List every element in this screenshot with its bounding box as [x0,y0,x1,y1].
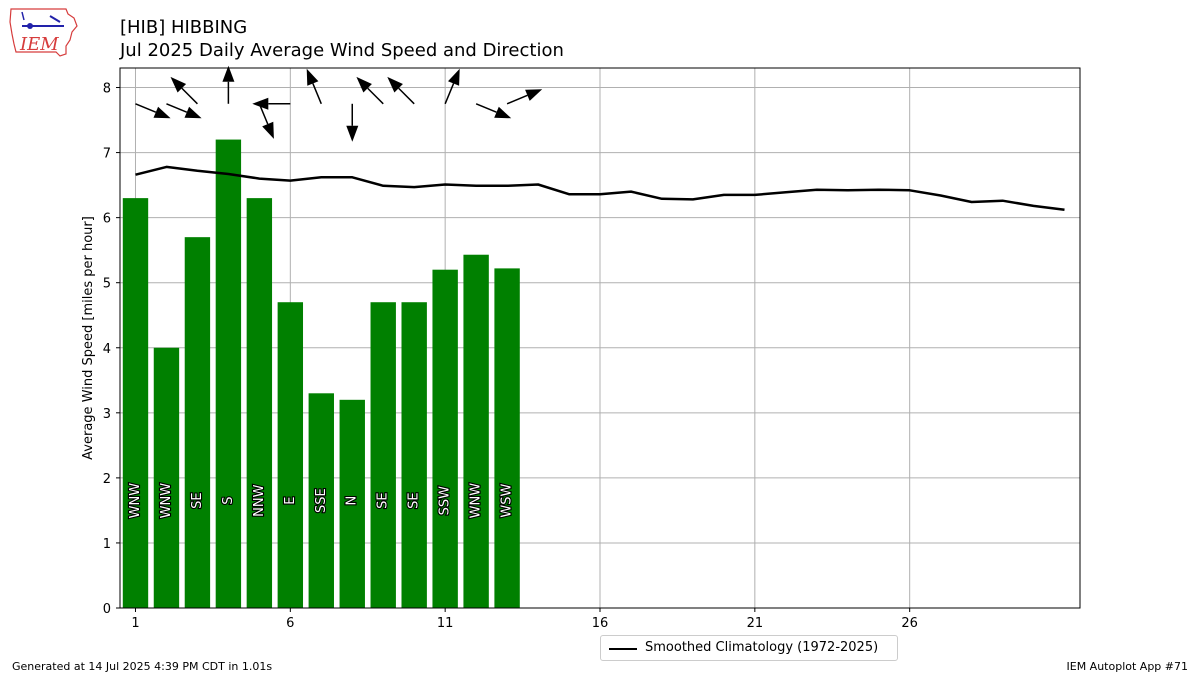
x-tick-label: 1 [131,616,139,631]
direction-label: SSW [438,486,453,516]
y-tick-label: 6 [103,212,111,227]
wind-arrow-shaft [258,103,269,125]
climatology-line [135,165,1065,212]
wind-arrow-shaft [506,94,528,105]
wind-arrow-head [387,76,403,93]
chart-title-station: [HIB] HIBBING [120,17,248,38]
x-tick-label: 16 [592,616,609,631]
wind-arrow [258,103,274,139]
wind-arrow-head [448,68,460,86]
wind-arrow-shaft [181,87,198,105]
wind-arrow-shaft [312,83,322,105]
direction-label: WNW [128,483,143,519]
wind-arrow-shaft [475,103,497,113]
legend-label: Smoothed Climatology (1972-2025) [645,640,879,655]
wind-arrow-head [153,106,171,119]
wind-arrow-head [525,89,543,101]
wind-arrow-head [170,76,187,93]
y-tick-label: 2 [103,472,111,487]
wind-arrow [252,97,291,110]
y-tick-label: 8 [103,82,111,97]
wind-speed-bar [184,237,211,609]
footer-generated: Generated at 14 Jul 2025 4:39 PM CDT in … [12,660,273,673]
y-tick-label: 1 [103,537,111,552]
wind-arrow-shaft [398,87,415,105]
bar-series: WNW WNW SE S NNW E SSE N SE SE SSW WNW WSW [122,139,520,609]
y-axis-label: Average Wind Speed [miles per hour] [81,216,96,460]
wind-arrow [346,103,359,142]
wind-speed-bar [339,399,365,608]
x-tick-label: 21 [747,616,764,631]
wind-arrow-shaft [166,103,188,113]
wind-speed-bar [401,302,427,608]
wind-arrow [475,103,512,119]
wind-speed-bar [432,269,458,608]
direction-label: E [283,497,298,505]
wind-arrow-shaft [135,103,157,113]
wind-speed-bar [277,302,304,608]
wind-arrows [135,65,543,142]
direction-label: SE [190,492,205,508]
wind-arrow [444,68,460,105]
wind-arrow-shaft [444,83,455,105]
wind-arrow-shaft [367,87,384,105]
wind-speed-bar [308,393,334,608]
chart-title: Jul 2025 Daily Average Wind Speed and Di… [120,40,564,61]
wind-arrow [506,89,543,105]
wind-arrow-head [262,121,274,139]
wind-speed-bar [463,254,489,608]
wind-arrow [306,68,322,105]
direction-label: WSW [500,484,515,518]
wind-arrow-head [252,97,269,110]
x-tick-label: 26 [901,616,918,631]
y-tick-label: 4 [103,342,111,357]
wind-arrow [222,65,235,104]
direction-label: WNW [469,483,484,519]
wind-arrow-head [346,125,359,142]
direction-label: N [345,496,360,506]
wind-arrow [170,76,198,105]
direction-label: NNW [252,484,267,516]
y-tick-label: 7 [103,147,111,162]
wind-speed-bar [215,139,242,608]
direction-label: WNW [159,483,174,519]
wind-arrow-head [222,65,235,82]
wind-arrow-head [306,68,319,86]
direction-label: SE [407,492,422,508]
iem-logo-icon: IEM [8,6,80,58]
legend: Smoothed Climatology (1972-2025) [600,635,898,661]
y-tick-label: 3 [103,407,111,422]
wind-arrow-head [184,106,202,119]
x-tick-label: 11 [437,616,454,631]
wind-arrow [356,76,384,105]
wind-speed-bar [246,198,273,608]
legend-line-swatch [609,648,637,650]
y-tick-label: 5 [103,277,111,292]
wind-speed-bar [153,347,180,608]
direction-label: SSE [314,488,329,513]
footer-app: IEM Autoplot App #71 [1066,660,1189,673]
wind-speed-bar [494,268,520,608]
wind-speed-bar [122,198,149,608]
wind-arrow [387,76,415,105]
wind-arrow [135,103,171,119]
wind-arrow-head [356,76,372,93]
direction-label: SE [376,492,391,508]
climatology-series [135,165,1065,212]
x-tick-label: 6 [286,616,294,631]
wind-arrow [166,103,202,119]
wind-speed-bar [370,302,396,608]
direction-label: S [221,497,236,505]
logo-text: IEM [19,34,59,55]
y-tick-label: 0 [103,602,111,617]
wind-arrow-head [494,106,512,119]
